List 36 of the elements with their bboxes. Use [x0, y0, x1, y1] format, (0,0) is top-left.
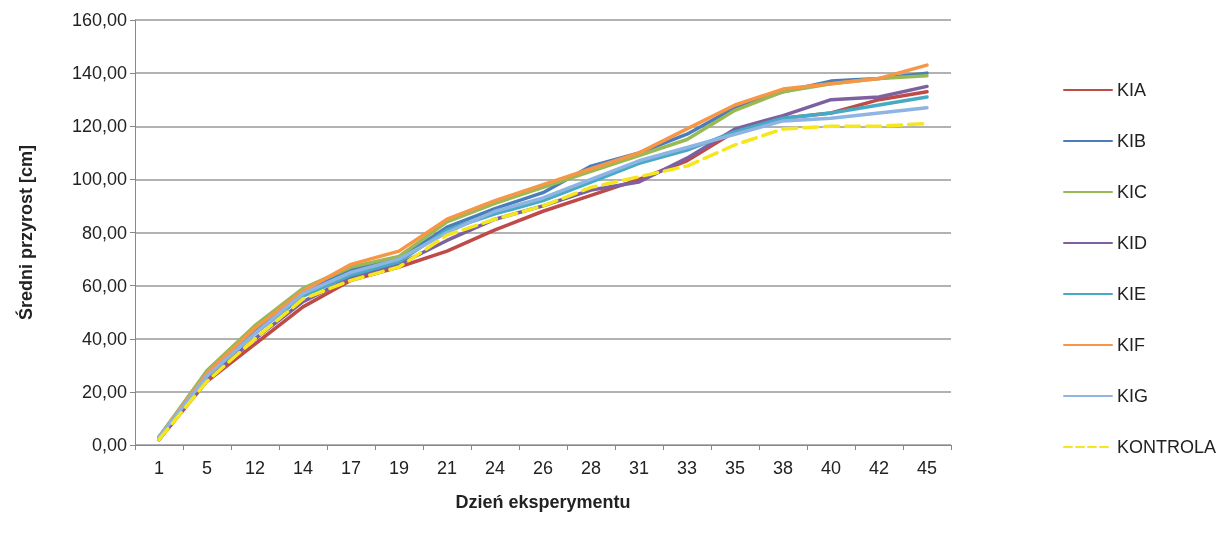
y-tick-label: 100,00	[71, 169, 127, 190]
x-tick-label: 28	[580, 458, 602, 478]
x-tick-label: 17	[340, 458, 362, 478]
legend-label: KIB	[1116, 131, 1146, 151]
legend-label: KID	[1116, 233, 1147, 253]
legend-label: KONTROLA	[1116, 437, 1217, 457]
y-tick-label: 40,00	[81, 328, 127, 349]
x-tick-label: 33	[676, 458, 698, 478]
x-tick-label: 40	[820, 458, 842, 478]
y-tick-label: 20,00	[81, 381, 127, 402]
y-tick-label: 120,00	[71, 116, 127, 137]
legend-label: KIE	[1116, 284, 1146, 304]
x-tick-label: 5	[201, 458, 213, 478]
legend-label: KIC	[1116, 182, 1147, 202]
y-tick-label: 60,00	[81, 275, 127, 296]
x-tick-label: 21	[436, 458, 458, 478]
y-tick-label: 160,00	[71, 10, 127, 30]
x-tick-label: 12	[244, 458, 266, 478]
y-tick-label: 80,00	[81, 222, 127, 243]
y-tick-label: 140,00	[71, 63, 127, 84]
x-tick-label: 45	[916, 458, 938, 478]
x-tick-label: 19	[388, 458, 410, 478]
y-tick-label: 0,00	[91, 435, 127, 455]
x-tick-label: 26	[532, 458, 554, 478]
legend-label: KIF	[1116, 335, 1145, 355]
x-tick-label: 31	[628, 458, 650, 478]
x-tick-label: 42	[868, 458, 890, 478]
x-tick-label: 24	[484, 458, 506, 478]
x-tick-label: 1	[153, 458, 165, 478]
x-tick-label: 14	[292, 458, 314, 478]
legend-label: KIG	[1116, 386, 1148, 406]
y-axis-title: Średni przyrost [cm]	[15, 144, 36, 321]
x-axis-title: Dzień eksperymentu	[455, 492, 631, 512]
legend-label: KIA	[1116, 80, 1146, 100]
x-tick-label: 35	[724, 458, 746, 478]
x-tick-label: 38	[772, 458, 794, 478]
